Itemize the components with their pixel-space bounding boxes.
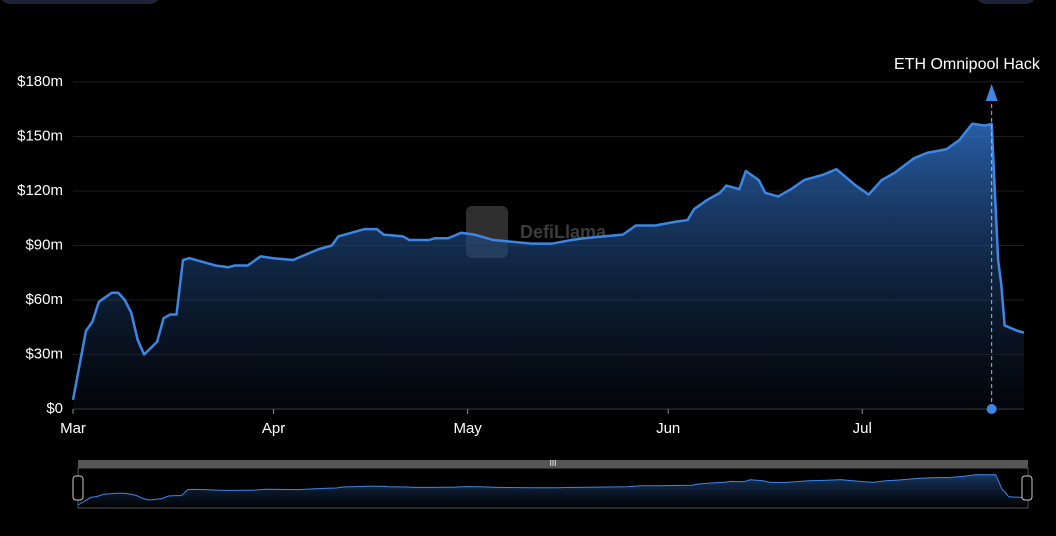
area-fill xyxy=(73,123,1024,410)
x-tick-label: Jul xyxy=(853,420,872,437)
watermark-text: DefiLlama xyxy=(520,222,607,242)
y-tick-label: $90m xyxy=(25,236,63,253)
y-tick-label: $120m xyxy=(17,182,63,199)
x-tick-label: Mar xyxy=(60,420,86,437)
x-tick-label: Jun xyxy=(656,420,680,437)
y-tick-label: $150m xyxy=(17,127,63,144)
y-tick-label: $60m xyxy=(25,291,63,308)
y-tick-label: $0 xyxy=(46,400,63,417)
x-tick-label: Apr xyxy=(262,420,285,437)
annotation-label: ETH Omnipool Hack xyxy=(894,56,1041,73)
top-button[interactable] xyxy=(0,0,160,4)
y-tick-label: $180m xyxy=(17,73,63,90)
brush-handle-left[interactable] xyxy=(72,475,84,501)
annotation-dot xyxy=(986,404,997,414)
brush-grip: III xyxy=(550,459,557,468)
brush-handle-bar[interactable] xyxy=(78,460,1028,468)
line xyxy=(71,122,1025,401)
annotation-arrow xyxy=(985,84,998,101)
x-tick-label: May xyxy=(453,420,482,437)
brush-line xyxy=(77,474,1029,506)
y-tick-label: $30m xyxy=(25,345,63,362)
top-button[interactable] xyxy=(976,0,1036,4)
brush-handle-right[interactable] xyxy=(1021,475,1033,501)
